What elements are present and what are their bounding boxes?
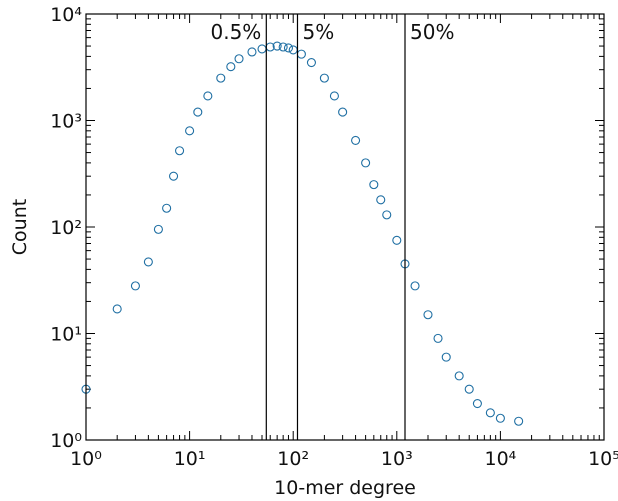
tick-labels: 10⁰ 10¹ 10² 10³ 10⁴ 10⁵ 10⁰ 10¹ 10² 10³ 10⁴ (50, 4, 618, 470)
data-point (153, 224, 163, 234)
data-point (185, 126, 195, 136)
data-point (247, 47, 257, 57)
y-axis-title: Count (9, 199, 31, 255)
percentile-label: 5% (302, 20, 334, 44)
data-point (175, 146, 185, 156)
data-point (216, 73, 226, 83)
y-tick-label: 10³ (50, 111, 82, 133)
data-point (306, 58, 316, 68)
data-point (169, 171, 179, 181)
data-point (433, 333, 443, 343)
y-tick-label: 10² (50, 217, 82, 239)
data-point (162, 203, 172, 213)
percentile-label: 0.5% (210, 20, 261, 44)
data-points (81, 41, 524, 426)
percentile-lines: 0.5% 5% 50% (210, 14, 454, 440)
data-point (257, 44, 267, 54)
x-axis-title: 10-mer degree (274, 477, 416, 499)
data-point (441, 352, 451, 362)
x-tick-label: 10⁰ (70, 448, 102, 470)
data-point (296, 49, 306, 59)
data-point (392, 235, 402, 245)
data-point (410, 281, 420, 291)
y-tick-label: 10⁰ (50, 430, 82, 452)
x-tick-label: 10⁵ (588, 448, 618, 470)
y-tick-label: 10¹ (50, 324, 82, 346)
data-point (272, 41, 282, 51)
data-point (278, 42, 288, 52)
data-point (454, 371, 464, 381)
percentile-label: 50% (410, 20, 454, 44)
data-point (130, 281, 140, 291)
data-point (382, 210, 392, 220)
data-point (319, 73, 329, 83)
data-point (288, 45, 298, 55)
data-point (376, 195, 386, 205)
x-tick-label: 10⁴ (485, 448, 517, 470)
data-point (234, 54, 244, 64)
data-point (495, 413, 505, 423)
data-point (369, 180, 379, 190)
x-tick-label: 10² (277, 448, 309, 470)
plot-frame (85, 13, 605, 441)
data-point (485, 408, 495, 418)
data-point (112, 304, 122, 314)
data-point (143, 257, 153, 267)
ticks (85, 13, 605, 441)
x-tick-label: 10³ (381, 448, 413, 470)
data-point (329, 91, 339, 101)
data-point (226, 62, 236, 72)
data-point (472, 398, 482, 409)
data-point (338, 107, 348, 117)
data-point (423, 310, 433, 320)
data-point (193, 107, 203, 117)
y-tick-label: 10⁴ (50, 4, 82, 26)
data-point (361, 158, 371, 168)
data-point (283, 43, 294, 53)
data-point (203, 91, 213, 101)
data-point (464, 384, 474, 394)
x-tick-label: 10¹ (174, 448, 206, 470)
data-point (351, 135, 361, 145)
data-point (514, 416, 524, 426)
